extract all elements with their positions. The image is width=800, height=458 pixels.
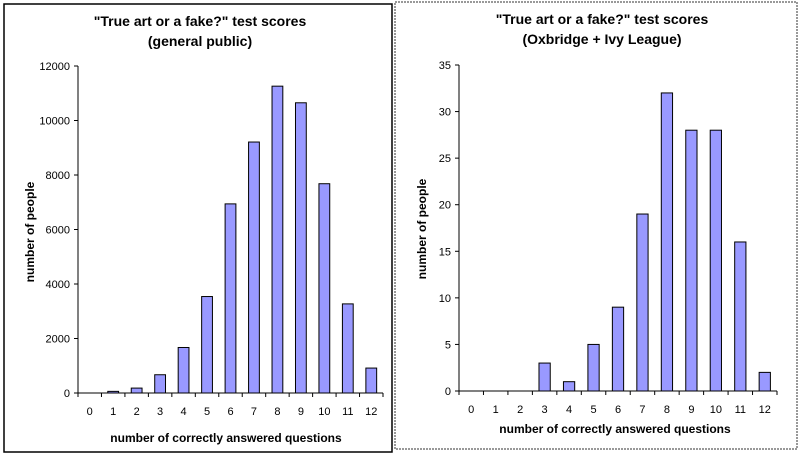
left-x-tick-label: 3 [157, 406, 163, 418]
left-x-tick-label: 10 [318, 406, 330, 418]
right-chart-title: "True art or a fake?" test scores [496, 11, 709, 27]
left-bar-5 [201, 296, 213, 394]
right-chart-border [394, 1, 798, 450]
left-x-tick-label: 0 [87, 406, 93, 418]
right-bar-10 [709, 129, 722, 392]
right-bar-12 [758, 371, 771, 392]
right-y-tick-label: 5 [445, 339, 451, 351]
left-y-tick-label: 2000 [46, 334, 70, 346]
left-x-tick-label: 1 [110, 406, 116, 418]
right-bar-8 [660, 92, 674, 392]
left-x-tick-label: 6 [227, 406, 233, 418]
left-y-tick-label: 0 [64, 388, 70, 400]
right-x-tick-label: 5 [590, 404, 596, 416]
left-y-tick-label: 4000 [46, 279, 70, 291]
right-y-tick-label: 20 [439, 200, 451, 212]
left-chart-border [3, 3, 393, 453]
left-bar-10 [318, 183, 331, 394]
right-x-tick-label: 1 [493, 404, 499, 416]
left-x-tick-label: 12 [365, 406, 377, 418]
left-x-tick-label: 9 [298, 406, 304, 418]
left-chart-subtitle: (general public) [148, 33, 252, 49]
right-y-tick-label: 10 [439, 293, 451, 305]
right-x-tick-label: 10 [710, 404, 722, 416]
left-x-tick-label: 5 [204, 406, 210, 418]
right-chart-ylabel: number of people [415, 178, 429, 279]
right-y-tick-label: 15 [439, 246, 451, 258]
left-bar-11 [341, 303, 354, 394]
left-y-tick-label: 10000 [39, 116, 70, 128]
left-y-tick-label: 6000 [46, 225, 70, 237]
right-x-tick-label: 3 [542, 404, 548, 416]
right-y-tick-label: 25 [439, 153, 451, 165]
right-x-tick-label: 0 [468, 404, 474, 416]
right-x-tick-label: 6 [615, 404, 621, 416]
right-y-tick-label: 0 [445, 386, 451, 398]
left-x-tick-label: 4 [181, 406, 187, 418]
left-x-tick-label: 8 [274, 406, 280, 418]
left-bar-9 [294, 102, 307, 394]
left-bar-2 [130, 387, 143, 394]
right-x-tick-label: 2 [517, 404, 523, 416]
left-bar-8 [271, 85, 284, 394]
left-y-tick-label: 8000 [46, 170, 70, 182]
right-x-tick-label: 11 [735, 404, 746, 416]
right-bar-6 [611, 306, 625, 392]
right-bar-11 [734, 241, 747, 392]
left-y-tick-label: 12000 [39, 61, 70, 73]
right-x-tick-label: 12 [759, 404, 771, 416]
left-x-tick-label: 2 [134, 406, 140, 418]
right-x-tick-label: 4 [566, 404, 572, 416]
right-x-tick-label: 8 [664, 404, 670, 416]
right-bar-4 [562, 381, 576, 392]
left-bar-4 [177, 346, 190, 394]
left-chart-ylabel: number of people [23, 181, 37, 282]
right-x-tick-label: 7 [639, 404, 645, 416]
right-bar-3 [538, 362, 551, 392]
right-bar-9 [685, 129, 698, 392]
right-bar-5 [587, 343, 600, 392]
right-chart-subtitle: (Oxbridge + Ivy League) [522, 31, 681, 47]
right-bar-7 [636, 213, 649, 392]
left-chart-title: "True art or a fake?" test scores [94, 13, 307, 29]
right-chart-xlabel: number of correctly answered questions [499, 422, 731, 436]
left-bar-12 [365, 367, 378, 394]
left-chart-plot: 0 1 2 3 4 5 6 7 8 9 10 11 12020004000600080001000012… [39, 61, 384, 418]
left-bar-3 [154, 374, 167, 394]
left-x-tick-label: 7 [251, 406, 257, 418]
left-chart-xlabel: number of correctly answered questions [110, 431, 342, 445]
right-y-tick-label: 30 [439, 107, 451, 119]
left-bar-6 [224, 203, 237, 394]
left-bar-7 [248, 141, 260, 394]
right-x-tick-label: 9 [688, 404, 694, 416]
left-x-tick-label: 11 [342, 406, 353, 418]
right-y-tick-label: 35 [439, 60, 451, 72]
